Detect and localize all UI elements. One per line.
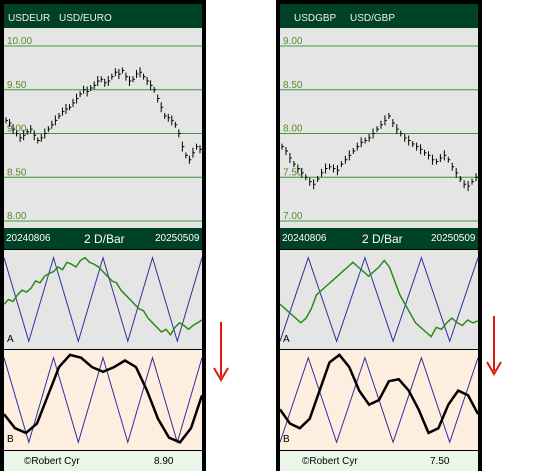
oscillator-line [278,353,480,435]
y-tick-label: 8.50 [283,80,303,91]
y-tick-label: 8.50 [7,167,27,178]
oscillator-a: A [3,250,203,349]
oscillator-line [279,259,479,338]
panel-footer: ©Robert Cyr 8.90 [4,451,202,471]
interval-bar: 20240806 2 D/Bar 20250509 [280,228,478,249]
oscillator-line [3,353,204,444]
date-start: 20240806 [6,233,51,244]
instrument-name: USD/GBP [350,13,396,24]
y-tick-label: 9.00 [7,124,27,135]
symbol-label: USDEUR [8,13,51,24]
y-tick-label: 7.50 [283,167,303,178]
oscillator-b-label: B [283,434,290,445]
oscillator-b-chart [3,353,204,445]
y-tick-label: 10.00 [7,36,32,47]
chart-panel-usdgbp: USDGBP USD/GBP 9.00 8.50 8.00 7.50 7.00 2024… [276,0,482,471]
date-start: 20240806 [282,233,327,244]
footer-value: 7.50 [430,456,450,467]
instrument-name: USD/EURO [59,13,112,24]
oscillator-a-chart [279,256,479,343]
cycle-line [279,256,479,343]
y-tick-label: 7.00 [283,211,303,222]
copyright: ©Robert Cyr [24,456,80,467]
chart-panel-usdeur: USDEUR USD/EURO 10.00 9.50 9.00 8.50 8.00 20… [0,0,206,471]
oscillator-a-label: A [7,334,14,345]
copyright: ©Robert Cyr [302,456,358,467]
price-chart: 9.00 8.50 8.00 7.50 7.00 [280,36,478,222]
y-tick-label: 9.50 [7,80,27,91]
cycle-line [3,355,203,445]
interval-bar: 20240806 2 D/Bar 20250509 [4,228,202,249]
symbol-label: USDGBP [294,13,337,24]
y-tick-label: 8.00 [283,124,303,135]
interval-label: 2 D/Bar [362,232,403,246]
date-end: 20250509 [155,233,200,244]
cycle-line [3,255,203,344]
oscillator-b-label: B [7,434,14,445]
y-tick-label: 9.00 [283,36,303,47]
oscillator-a: A [279,250,479,349]
footer-value: 8.90 [154,456,174,467]
price-plot: 10.00 9.50 9.00 8.50 8.00 [4,28,202,228]
date-end: 20250509 [431,233,476,244]
oscillator-b: B [278,350,480,450]
oscillator-b-chart [278,353,480,444]
price-chart: 10.00 9.50 9.00 8.50 8.00 [4,36,202,222]
oscillator-line [3,256,203,337]
oscillator-b: B [3,350,204,450]
oscillator-a-label: A [283,334,290,345]
oscillator-a-chart [3,255,203,344]
price-plot: 9.00 8.50 8.00 7.50 7.00 [280,28,478,228]
interval-label: 2 D/Bar [84,232,125,246]
y-tick-label: 8.00 [7,211,27,222]
down-arrow-icon [213,322,229,382]
panel-header: USDGBP USD/GBP [280,4,478,28]
down-arrow-icon [486,316,502,376]
panel-footer: ©Robert Cyr 7.50 [280,451,478,471]
panel-header: USDEUR USD/EURO [4,4,202,28]
